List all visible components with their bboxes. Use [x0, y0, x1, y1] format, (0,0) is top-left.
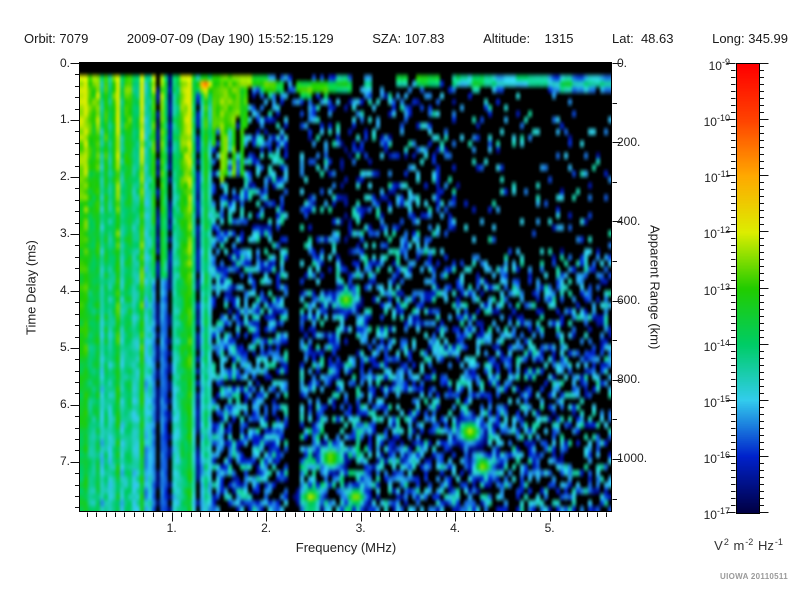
y2-axis-major-ticks	[612, 63, 622, 460]
y-tick-label: 6.	[59, 397, 70, 412]
colorbar-tick-exponent: -14	[716, 337, 730, 348]
colorbar-tick-label: 10-17	[684, 504, 730, 522]
altitude-label: Altitude: 1315	[483, 31, 574, 46]
colorbar-tick-label: 10-15	[684, 392, 730, 410]
colorbar-tick-exponent: -13	[716, 281, 730, 292]
colorbar-units-label: V2 m-2 Hz-1	[696, 537, 800, 553]
colorbar-tick-exponent: -16	[716, 449, 730, 460]
datetime-label: 2009-07-09 (Day 190) 15:52:15.129	[126, 31, 334, 46]
y-tick-label: 4.	[59, 283, 70, 298]
y2-axis-title: Apparent Range (km)	[647, 225, 663, 350]
y2-tick-label: 200.	[617, 134, 641, 149]
x-tick-label: 2.	[261, 521, 272, 535]
colorbar-tick-exponent: -12	[716, 225, 730, 236]
colorbar-tick-label: 10-16	[684, 448, 730, 466]
y2-tick-label: 0.	[617, 55, 628, 70]
colorbar-tick-label: 10-10	[684, 111, 730, 130]
x-tick-label: 5.	[544, 521, 555, 535]
y-tick-label: 0.	[59, 55, 70, 70]
colorbar-tick-base: 10	[708, 59, 722, 73]
colorbar-minor-ticks	[731, 70, 764, 506]
y-tick-label: 5.	[59, 340, 70, 355]
colorbar-tick-label: 10-12	[684, 223, 730, 242]
x-axis-title: Frequency (MHz)	[295, 540, 397, 555]
x-axis-minor-ticks	[87, 512, 607, 517]
colorbar-tick-base: 10	[703, 395, 717, 410]
colorbar-tick-base: 10	[703, 227, 717, 242]
colorbar-tick-base: 10	[703, 451, 717, 466]
unit-exponent: -2	[745, 537, 754, 547]
colorbar-tick-label: 10-13	[684, 280, 730, 298]
orbit-label: Orbit: 7079	[24, 31, 89, 46]
y-tick-label: 7.	[59, 454, 70, 469]
colorbar-tick-exponent: -11	[717, 169, 730, 180]
header-status-line: Orbit: 7079 2009-07-09 (Day 190) 15:52:1…	[24, 31, 788, 46]
colorbar-tick-label: 10-11	[684, 167, 730, 186]
x-tick-label: 1.	[166, 521, 177, 535]
x-tick-label: 4.	[450, 521, 461, 535]
y-tick-label: 1.	[59, 112, 70, 127]
y2-tick-label: 1000.	[617, 451, 648, 466]
y-axis-major-ticks	[70, 63, 80, 463]
colorbar	[736, 63, 760, 514]
sza-label: SZA: 107.83	[372, 31, 445, 46]
colorbar-tick-exponent: -9	[721, 57, 730, 67]
y-axis-minor-ticks	[75, 74, 80, 508]
colorbar-tick-exponent: -15	[716, 393, 730, 404]
unit-exponent: 2	[723, 537, 729, 547]
x-tick-label: 3.	[355, 521, 366, 535]
y2-axis-minor-ticks	[612, 103, 617, 500]
unit-base: V	[714, 538, 723, 554]
unit-base: m	[733, 538, 745, 554]
y-tick-label: 2.	[59, 169, 70, 184]
y2-tick-label: 600.	[617, 293, 641, 308]
spectrogram-heatmap	[80, 63, 612, 512]
unit-exponent: -1	[774, 537, 783, 547]
colorbar-tick-label: 10-9	[684, 55, 730, 73]
unit-base: Hz	[757, 538, 774, 554]
colorbar-tick-base: 10	[704, 171, 718, 186]
colorbar-tick-base: 10	[703, 115, 717, 130]
y-tick-label: 3.	[59, 226, 70, 241]
colorbar-tick-base: 10	[703, 508, 717, 522]
colorbar-tick-base: 10	[703, 339, 717, 354]
lat-label: Lat: 48.63	[612, 31, 674, 46]
colorbar-tick-exponent: -17	[716, 506, 730, 516]
y2-tick-label: 800.	[617, 372, 641, 387]
long-label: Long: 345.99	[712, 31, 788, 46]
colorbar-tick-base: 10	[703, 283, 717, 298]
colorbar-tick-exponent: -10	[716, 113, 730, 124]
colorbar-tick-label: 10-14	[684, 336, 730, 354]
watermark: UIOWA 20110511	[720, 572, 788, 581]
plot-frame	[79, 62, 612, 512]
y2-tick-label: 400.	[617, 213, 641, 228]
colorbar-major-ticks	[726, 63, 769, 513]
